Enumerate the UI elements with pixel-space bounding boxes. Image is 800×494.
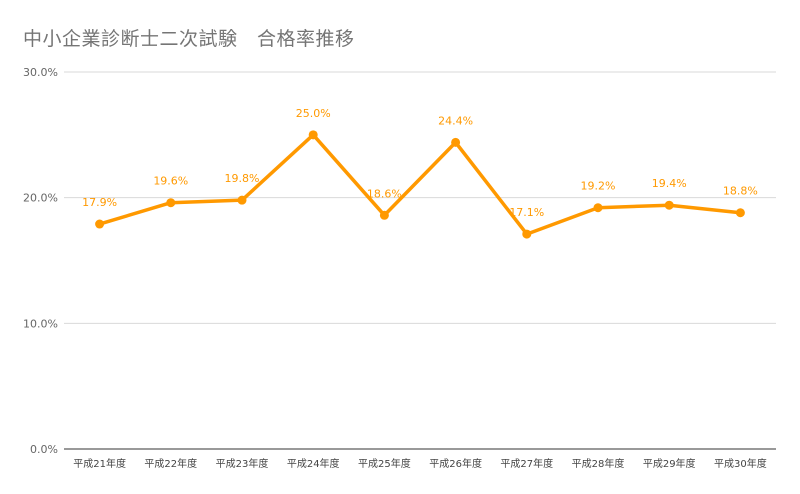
y-tick-label: 0.0% xyxy=(30,443,58,456)
data-label: 24.4% xyxy=(438,114,473,127)
series-line xyxy=(97,133,743,236)
x-tick-label: 平成22年度 xyxy=(144,457,197,470)
data-label: 17.1% xyxy=(509,206,544,219)
data-label: 19.2% xyxy=(581,180,616,193)
data-point xyxy=(451,137,461,147)
data-label: 19.6% xyxy=(153,175,188,188)
chart-title: 中小企業診断士二次試験 合格率推移 xyxy=(23,28,355,50)
data-point xyxy=(379,210,389,220)
x-tick-label: 平成21年度 xyxy=(73,457,126,470)
data-point xyxy=(593,203,603,213)
x-tick-label: 平成26年度 xyxy=(429,457,482,470)
data-point xyxy=(166,198,176,208)
data-label: 18.6% xyxy=(367,187,402,200)
data-point xyxy=(308,130,318,140)
gridlines xyxy=(64,71,776,450)
series-layer xyxy=(97,133,743,236)
x-axis: 平成21年度 平成22年度 平成23年度 平成24年度 平成25年度 平成26年度 平成27… xyxy=(73,457,767,470)
data-label: 18.8% xyxy=(723,185,758,198)
data-point xyxy=(237,195,247,205)
y-axis: 0.0% 10.0% 20.0% 30.0% xyxy=(23,66,58,456)
y-tick-label: 20.0% xyxy=(23,192,58,205)
y-tick-label: 10.0% xyxy=(23,317,58,330)
x-tick-label: 平成27年度 xyxy=(500,457,553,470)
x-tick-label: 平成24年度 xyxy=(287,457,340,470)
data-point xyxy=(735,208,745,218)
data-label: 19.4% xyxy=(652,177,687,190)
points-layer xyxy=(95,130,745,239)
x-tick-label: 平成28年度 xyxy=(572,457,625,470)
data-point xyxy=(95,219,105,229)
data-label: 25.0% xyxy=(296,107,331,120)
x-tick-label: 平成30年度 xyxy=(714,457,767,470)
data-label: 17.9% xyxy=(82,196,117,209)
data-labels-layer: 17.9% 19.6% 19.8% 25.0% 18.6% 24.4% 17.1% 19.2%… xyxy=(82,107,758,219)
data-point xyxy=(664,200,674,210)
x-tick-label: 平成29年度 xyxy=(643,457,696,470)
x-tick-label: 平成23年度 xyxy=(216,457,269,470)
y-tick-label: 30.0% xyxy=(23,66,58,79)
data-label: 19.8% xyxy=(225,172,260,185)
x-tick-label: 平成25年度 xyxy=(358,457,411,470)
data-point xyxy=(522,229,532,239)
